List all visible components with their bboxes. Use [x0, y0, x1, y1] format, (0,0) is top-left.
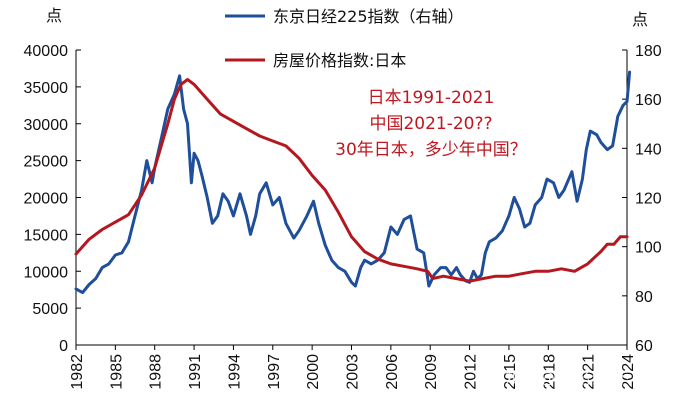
axes: 0 5000 10000 15000 20000 25000 30000 35000 40000… [24, 6, 662, 390]
x-tick-label: 2015 [502, 354, 519, 390]
x-tick-label: 2024 [620, 354, 637, 390]
x-tick-label: 2018 [541, 354, 558, 390]
nikkei225-line [74, 70, 632, 295]
left-tick-label: 35000 [24, 80, 69, 97]
right-tick-label: 180 [635, 43, 662, 60]
annotation-line-2: 中国2021-20?? [369, 114, 492, 134]
x-tick-label: 2000 [305, 354, 322, 390]
x-tick-label: 1991 [187, 354, 204, 390]
annotation-line-1: 日本1991-2021 [368, 88, 495, 108]
x-tick-label: 2021 [581, 354, 598, 390]
left-tick-label: 0 [59, 338, 68, 355]
x-tick-label: 1994 [226, 354, 243, 390]
x-tick-label: 2003 [345, 354, 362, 390]
watermark: 知乎 @野猫行天下 [505, 369, 630, 387]
x-tick-label: 1982 [69, 354, 86, 390]
right-tick-label: 100 [635, 240, 662, 257]
annotation-line-3: 30年日本，多少年中国？ [335, 140, 527, 160]
x-tick-label: 2012 [463, 354, 480, 390]
left-tick-label: 15000 [24, 227, 69, 244]
left-tick-label: 5000 [32, 301, 68, 318]
legend-label-house-price: 房屋价格指数:日本 [273, 51, 406, 70]
right-tick-label: 160 [635, 92, 662, 109]
left-tick-label: 20000 [24, 191, 69, 208]
left-tick-label: 10000 [24, 264, 69, 281]
x-tick-label: 2006 [384, 354, 401, 390]
right-unit-label: 点 [632, 10, 648, 29]
series-lines [74, 70, 632, 295]
right-tick-label: 60 [635, 338, 653, 355]
legend-label-nikkei: 东京日经225指数（右轴） [273, 7, 464, 26]
right-tick-label: 80 [635, 289, 653, 306]
annotations: 日本1991-2021 中国2021-20?? 30年日本，多少年中国？ [335, 88, 527, 160]
right-tick-label: 120 [635, 191, 662, 208]
x-tick-label: 1997 [266, 354, 283, 390]
left-tick-label: 25000 [24, 154, 69, 171]
x-tick-label: 2009 [423, 354, 440, 390]
japan-house-price-line [74, 78, 629, 283]
x-tick-label: 1985 [108, 354, 125, 390]
left-unit-label: 点 [46, 6, 62, 25]
left-tick-label: 30000 [24, 117, 69, 134]
left-tick-label: 40000 [24, 43, 69, 60]
x-tick-label: 1988 [148, 354, 165, 390]
right-tick-label: 140 [635, 141, 662, 158]
legend: 东京日经225指数（右轴） 房屋价格指数:日本 [225, 7, 464, 70]
